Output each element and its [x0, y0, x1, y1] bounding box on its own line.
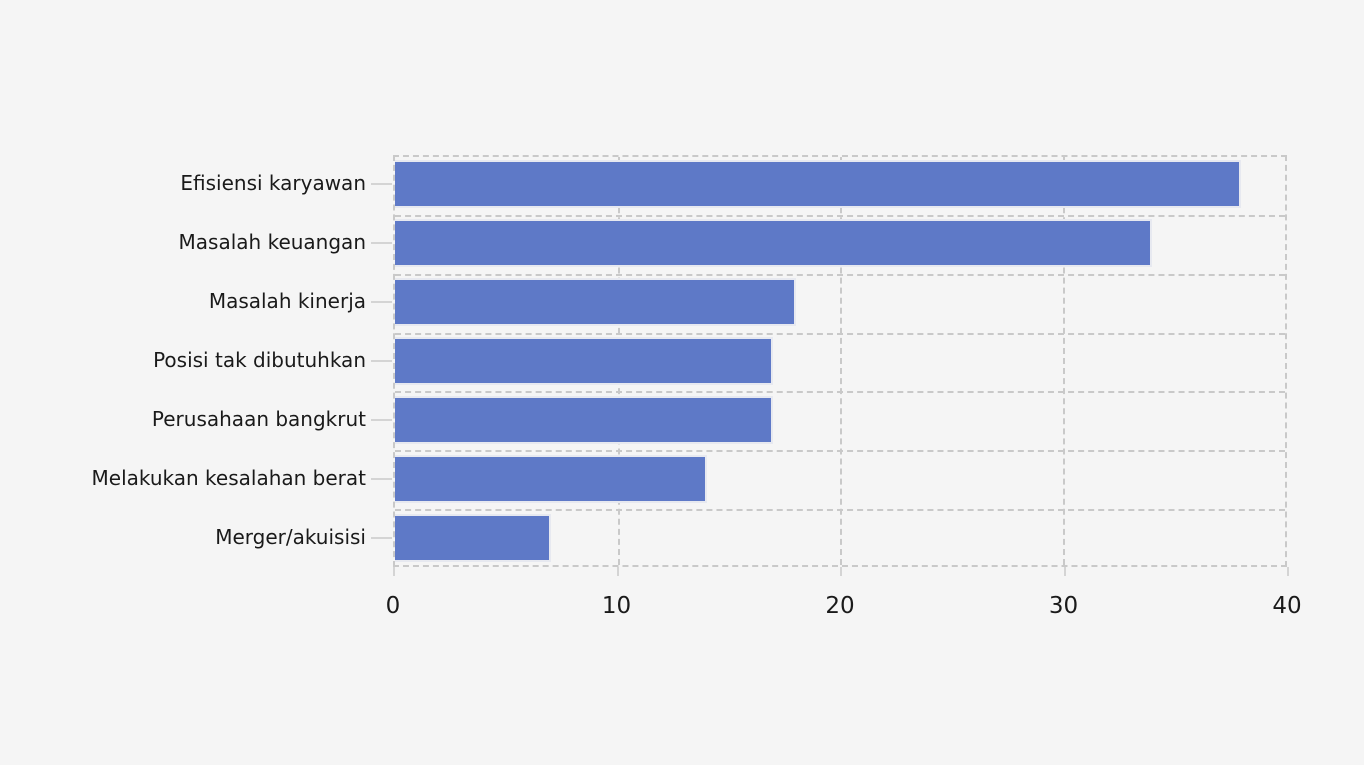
plot-area	[393, 155, 1287, 567]
y-axis-label: Posisi tak dibutuhkan	[153, 348, 366, 372]
bar-5	[395, 395, 774, 444]
y-axis-label: Perusahaan bangkrut	[151, 406, 366, 431]
x-axis-tick	[1063, 567, 1066, 576]
y-axis-tick	[371, 477, 392, 480]
y-axis-label: Merger/akuisisi	[215, 524, 366, 549]
x-axis-label: 40	[1272, 593, 1302, 619]
horizontal-gridline	[395, 391, 1285, 394]
bar-6	[395, 454, 707, 503]
y-axis-tick	[371, 418, 392, 421]
x-axis-label: 20	[825, 593, 855, 619]
x-axis-tick	[840, 567, 842, 576]
y-axis-tick	[371, 536, 392, 539]
bar-1	[395, 160, 1241, 209]
y-axis-label: Melakukan kesalahan berat	[91, 465, 366, 490]
bar-4	[395, 337, 774, 385]
horizontal-gridline	[395, 450, 1285, 453]
y-axis-tick	[371, 183, 392, 186]
y-axis-tick	[371, 360, 392, 362]
y-axis-label: Masalah kinerja	[208, 289, 366, 314]
x-axis-label: 0	[385, 593, 401, 619]
x-axis-label: 10	[601, 593, 632, 619]
x-axis-tick	[393, 567, 395, 576]
y-axis-tick	[371, 301, 392, 304]
x-axis-label: 30	[1048, 593, 1079, 619]
vertical-gridline	[1062, 157, 1065, 565]
horizontal-gridline	[395, 332, 1285, 335]
bar-7	[395, 513, 551, 562]
bar-2	[395, 219, 1152, 268]
x-axis-tick	[616, 567, 619, 576]
horizontal-gridline	[395, 273, 1285, 276]
y-axis-label: Efisiensi karyawan	[180, 171, 366, 196]
horizontal-gridline	[395, 214, 1285, 217]
bar-3	[395, 278, 796, 327]
horizontal-gridline	[395, 509, 1285, 512]
y-axis-tick	[371, 242, 392, 245]
x-axis-tick	[1287, 567, 1289, 576]
vertical-gridline	[840, 157, 842, 565]
y-axis-label: Masalah keuangan	[178, 230, 366, 255]
